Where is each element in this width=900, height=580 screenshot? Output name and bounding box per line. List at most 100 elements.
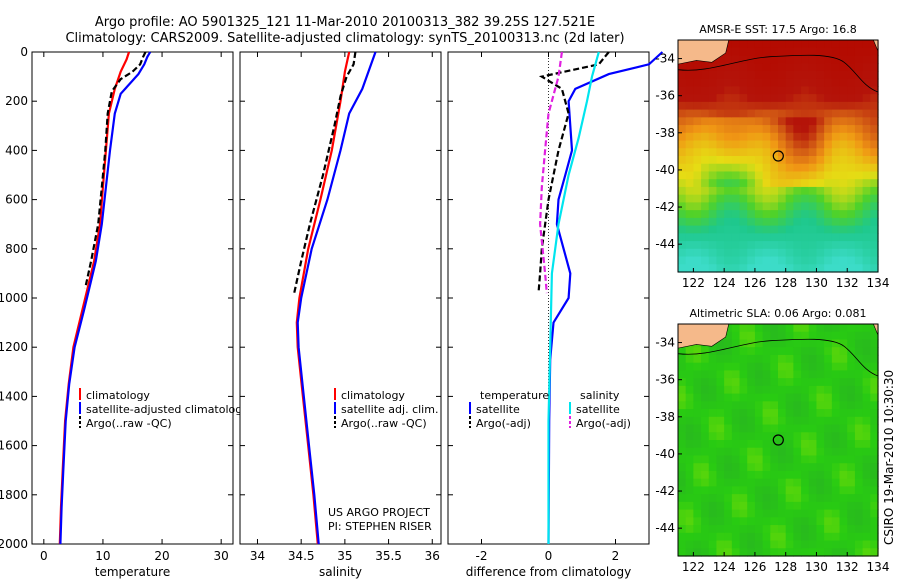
profile-plot-2: 34 34.5 35 35.5 36salinityclimatologysatelli… [239,51,442,579]
map-cell [678,78,687,87]
map-cell [793,540,802,549]
map-cell [793,40,802,49]
map-cell [870,210,879,219]
map-cell [754,210,764,219]
map-cell [793,532,802,542]
map-cell [793,331,802,341]
map-cell [770,470,779,480]
map-frame [677,39,879,273]
credit-text: US ARGO PROJECT [328,506,430,519]
map-cell [754,416,764,426]
series-line-salinity-satellite [547,51,600,544]
map-cell [862,179,871,188]
map-cell [739,393,748,402]
map-cell [701,370,710,379]
map-cell [739,470,748,480]
map-cell [778,156,787,165]
map-cell [685,117,694,126]
map-cell [716,447,725,457]
map-cell [724,362,733,371]
map-cell [793,248,802,258]
map-cell [739,217,748,227]
map-cell [778,393,787,402]
map-cell [793,225,802,234]
map-cell [785,385,794,395]
map-cell [724,370,733,379]
map-cell [854,509,864,518]
map-cell [708,86,718,95]
map-cell [816,70,825,80]
map-cell [716,385,725,395]
map-cell [747,233,756,242]
map-cell [747,331,756,341]
x-axis-label: difference from climatology [466,565,632,579]
map-cell [708,486,718,495]
legend-label: Argo(-adj) [476,417,531,430]
map-cell [870,256,879,265]
map-cell [831,401,841,410]
map-cell [847,432,856,441]
map-cell [808,217,818,227]
map-cell [793,264,802,273]
map-cell [708,125,718,134]
map-cell [678,186,687,196]
map-cell [754,217,764,227]
map-title: AMSR-E SST: 17.5 Argo: 16.8 [699,23,857,36]
map-cell [685,447,694,457]
map-cell [854,501,864,511]
map-cell [854,40,864,49]
map-cell [808,401,818,410]
map-cell [862,225,871,234]
map-cell [724,109,733,118]
series-line-temperature-satellite [547,51,664,545]
map-cell [824,331,833,341]
map-cell [739,264,748,273]
map-cell [724,194,733,203]
map-cell [685,256,694,265]
map-cell [801,248,810,258]
map-y-tick-label: -38 [655,410,675,424]
map-cell [678,140,687,149]
map-cell [762,525,771,534]
map-cell [701,494,710,503]
map-cell [731,256,741,265]
map-cell [801,478,810,487]
map-cell [770,393,779,402]
map-cell [701,140,710,149]
map-cell [808,540,818,549]
map-cell [778,463,787,472]
map-cell [824,40,833,49]
map-cell [816,171,825,180]
map-cell [739,424,748,433]
map-cell [770,225,779,234]
map-cell [870,432,879,441]
map-cell [731,532,741,542]
map-cell [739,409,748,418]
map-cell [870,163,879,173]
map-cell [747,409,756,418]
map-cell [862,70,871,80]
series-line-satellite-adj-clim- [296,51,377,545]
map-cell [839,540,848,549]
map-cell [762,416,771,426]
map-cell [754,424,764,433]
map-cell [770,140,779,149]
map-y-tick-label: -42 [655,200,675,214]
map-cell [831,264,841,273]
map-cell [824,210,833,219]
map-cell [847,78,856,87]
map-cell [770,331,779,341]
map-cell [839,463,848,472]
map-cell [824,117,833,126]
map-cell [854,393,864,402]
map-cell [685,140,694,149]
map-cell [785,478,794,487]
map-cell [785,501,794,511]
map-cell [854,432,864,441]
map-cell [762,140,771,149]
map-cell [824,248,833,258]
map-cell [731,186,741,196]
map-cell [693,101,702,111]
map-cell [870,186,879,196]
map-cell [778,225,787,234]
